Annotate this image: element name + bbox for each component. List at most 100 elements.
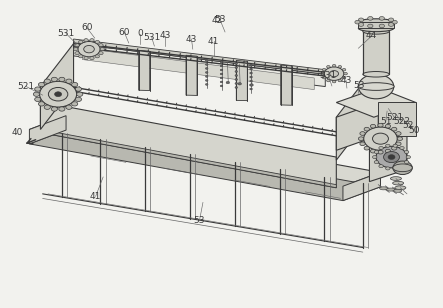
Circle shape — [95, 55, 100, 58]
Circle shape — [355, 20, 360, 24]
Circle shape — [39, 102, 45, 106]
Circle shape — [338, 66, 342, 68]
Circle shape — [404, 160, 409, 164]
Circle shape — [326, 66, 330, 68]
Circle shape — [389, 18, 394, 22]
Ellipse shape — [394, 189, 402, 192]
Circle shape — [323, 68, 326, 71]
Circle shape — [250, 76, 253, 78]
Circle shape — [250, 80, 253, 82]
Polygon shape — [139, 51, 150, 91]
Circle shape — [206, 67, 208, 69]
Text: 43: 43 — [159, 31, 171, 40]
Circle shape — [78, 55, 83, 58]
Circle shape — [374, 151, 379, 154]
Circle shape — [358, 137, 364, 140]
Text: 521: 521 — [18, 82, 35, 91]
Polygon shape — [29, 116, 381, 186]
Circle shape — [90, 38, 94, 42]
Circle shape — [206, 75, 208, 77]
Circle shape — [33, 92, 39, 96]
Circle shape — [368, 17, 373, 20]
Polygon shape — [336, 88, 416, 117]
Circle shape — [84, 38, 88, 42]
Circle shape — [235, 87, 237, 88]
Polygon shape — [336, 74, 369, 160]
Text: 50: 50 — [408, 126, 420, 135]
Polygon shape — [74, 44, 325, 87]
Polygon shape — [186, 55, 197, 95]
Circle shape — [392, 146, 397, 150]
Circle shape — [392, 20, 397, 24]
Text: 42: 42 — [211, 16, 223, 25]
Circle shape — [342, 76, 346, 79]
Text: 53: 53 — [194, 216, 205, 225]
Ellipse shape — [358, 83, 394, 90]
Circle shape — [250, 84, 253, 86]
Circle shape — [250, 68, 253, 70]
Circle shape — [250, 88, 253, 90]
Circle shape — [378, 150, 383, 154]
Ellipse shape — [387, 188, 395, 191]
Circle shape — [72, 102, 78, 106]
Circle shape — [370, 124, 376, 128]
Text: 52: 52 — [402, 121, 414, 130]
Text: 44: 44 — [366, 31, 377, 40]
Circle shape — [389, 23, 394, 26]
Polygon shape — [358, 22, 394, 28]
Circle shape — [385, 124, 391, 128]
Polygon shape — [82, 48, 314, 90]
Circle shape — [235, 79, 237, 80]
Circle shape — [384, 152, 400, 163]
Polygon shape — [369, 105, 407, 145]
Text: 40: 40 — [12, 128, 23, 137]
Circle shape — [35, 97, 41, 102]
Polygon shape — [29, 130, 381, 201]
Circle shape — [358, 23, 364, 26]
Text: 531: 531 — [143, 33, 160, 42]
Circle shape — [368, 24, 373, 28]
Circle shape — [393, 144, 397, 147]
Circle shape — [250, 84, 253, 86]
Circle shape — [323, 76, 326, 79]
Circle shape — [235, 71, 237, 72]
Text: 41: 41 — [208, 37, 219, 46]
Text: 521: 521 — [386, 113, 403, 122]
Circle shape — [370, 149, 376, 153]
Circle shape — [358, 18, 364, 22]
Polygon shape — [281, 65, 292, 105]
Circle shape — [51, 107, 58, 111]
Circle shape — [379, 17, 385, 20]
Circle shape — [396, 142, 401, 146]
Circle shape — [396, 132, 401, 135]
Circle shape — [338, 79, 342, 82]
Circle shape — [220, 81, 223, 83]
Ellipse shape — [358, 19, 394, 26]
Circle shape — [385, 144, 390, 147]
Circle shape — [39, 83, 45, 87]
Circle shape — [393, 161, 412, 175]
Circle shape — [374, 160, 379, 164]
Text: 53: 53 — [354, 80, 365, 90]
Circle shape — [72, 83, 78, 87]
Circle shape — [84, 57, 88, 60]
Circle shape — [360, 132, 365, 135]
Circle shape — [95, 40, 100, 43]
Circle shape — [74, 48, 78, 51]
Circle shape — [235, 63, 237, 64]
Polygon shape — [40, 129, 336, 188]
Circle shape — [220, 85, 223, 87]
Circle shape — [220, 65, 223, 67]
Circle shape — [358, 74, 394, 99]
Polygon shape — [40, 44, 74, 129]
Circle shape — [388, 155, 395, 160]
Text: 53: 53 — [214, 14, 225, 24]
Text: 0: 0 — [137, 29, 143, 38]
Circle shape — [332, 80, 336, 83]
Text: 43: 43 — [186, 34, 197, 43]
Circle shape — [385, 149, 391, 153]
Circle shape — [220, 73, 223, 75]
Circle shape — [393, 167, 397, 170]
Ellipse shape — [393, 164, 412, 172]
Circle shape — [220, 69, 223, 71]
